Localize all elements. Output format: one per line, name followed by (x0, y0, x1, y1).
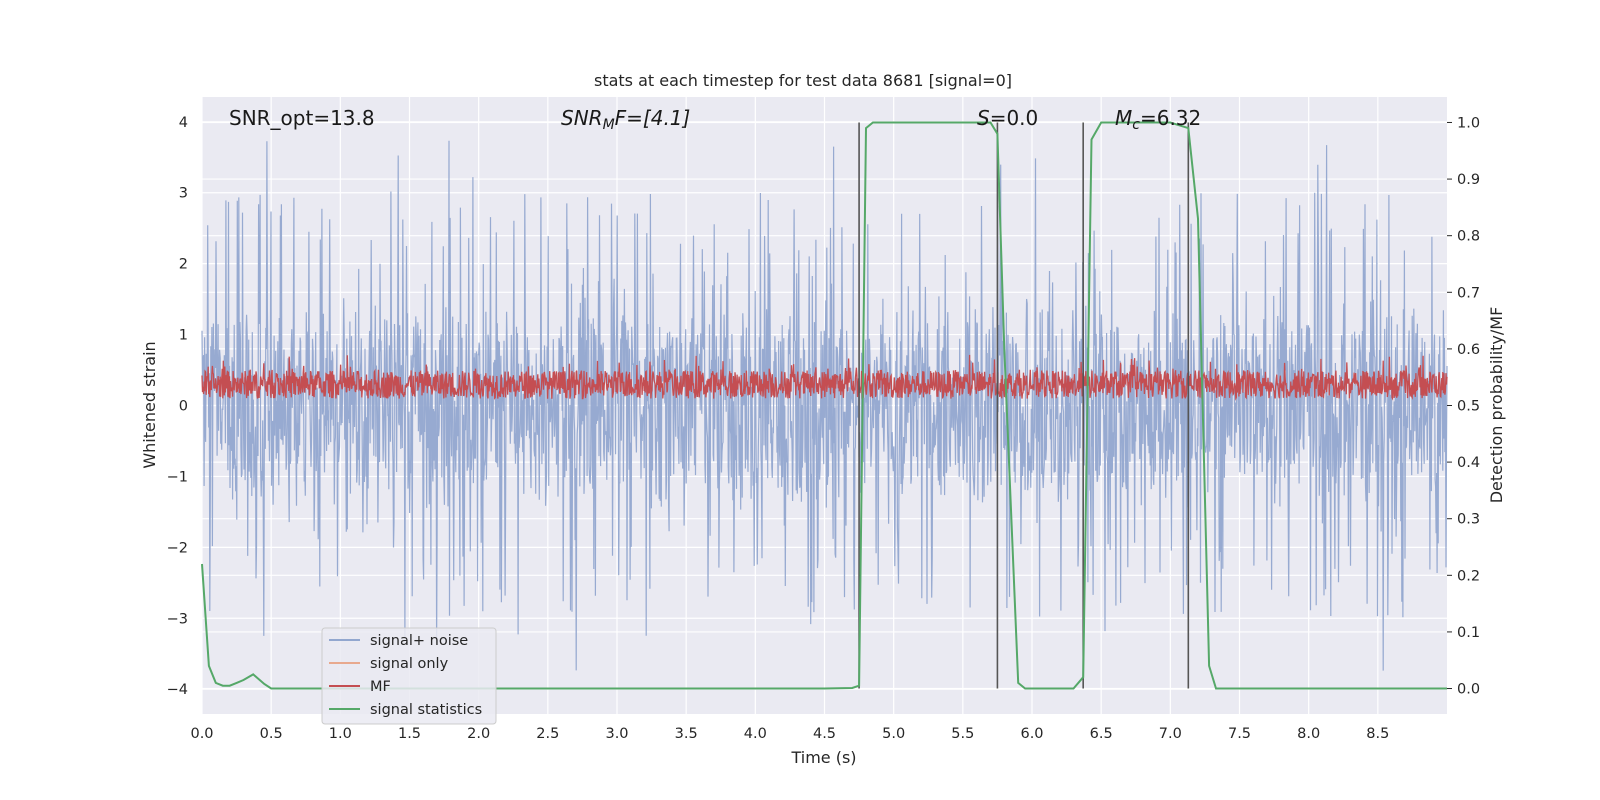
y-tick-label-left: 0 (179, 399, 188, 415)
x-tick-label: 4.5 (813, 726, 836, 742)
legend-label-signal-noise: signal+ noise (370, 633, 468, 649)
x-tick-label: 3.5 (675, 726, 698, 742)
x-tick-label: 6.5 (1090, 726, 1113, 742)
snr-mf-main: SNR (561, 106, 603, 130)
y-axis-label-right: Detection probability/MF (1487, 307, 1506, 504)
x-tick-label: 1.0 (329, 726, 352, 742)
x-tick-label: 0.0 (190, 726, 213, 742)
legend-box (321, 627, 497, 725)
y-axis-label-left: Whitened strain (140, 341, 159, 468)
x-tick-label: 5.0 (882, 726, 905, 742)
y-tick-label-left: 4 (179, 115, 188, 131)
series-mf (201, 354, 1448, 401)
y-tick-label-right: 0.3 (1457, 512, 1480, 528)
x-tick-label: 3.0 (605, 726, 628, 742)
annotation-s: S=0.0 (977, 106, 1038, 130)
x-tick-label: 6.0 (1020, 726, 1043, 742)
y-tick-label-right: 0.7 (1457, 285, 1480, 301)
x-axis-label: Time (s) (790, 748, 856, 767)
chart-title: stats at each timestep for test data 868… (594, 71, 1012, 90)
y-tick-label-left: −3 (167, 611, 188, 627)
snr-mf-rest: F=[4.1] (615, 106, 691, 130)
annotation-snr-mf: SNRMF=[4.1] (561, 106, 690, 133)
y-axis-right: 0.0 0.1 0.2 0.3 0.4 0.5 0.6 0.7 0.8 0.9 1.0 (1447, 115, 1480, 698)
y-tick-label-left: 1 (179, 328, 188, 344)
y-tick-label-right: 0.1 (1457, 625, 1480, 641)
y-tick-label-right: 0.6 (1457, 342, 1480, 358)
legend: signal+ noise signal only MF signal stat… (321, 627, 497, 725)
s-main: S (977, 106, 990, 130)
y-tick-label-left: 3 (179, 186, 188, 202)
s-rest: =0.0 (990, 106, 1039, 130)
x-tick-label: 7.5 (1228, 726, 1251, 742)
x-tick-label: 1.5 (398, 726, 421, 742)
y-tick-label-right: 0.9 (1457, 172, 1480, 188)
y-tick-label-right: 0.5 (1457, 399, 1480, 415)
y-tick-label-left: −1 (167, 469, 188, 485)
x-tick-label: 8.0 (1297, 726, 1320, 742)
legend-label-signal-only: signal only (370, 656, 449, 672)
x-tick-label: 2.5 (536, 726, 559, 742)
series-signal-statistics (201, 121, 1447, 690)
y-tick-label-left: −2 (167, 540, 188, 556)
y-tick-label-right: 0.2 (1457, 568, 1480, 584)
plot-series (201, 121, 1448, 690)
x-tick-label: 2.0 (467, 726, 490, 742)
y-tick-label-right: 0.8 (1457, 229, 1480, 245)
snr-mf-sub: M (603, 117, 615, 133)
y-tick-label-left: 2 (179, 257, 188, 273)
y-tick-label-right: 1.0 (1457, 115, 1480, 131)
y-tick-label-right: 0.4 (1457, 455, 1480, 471)
mc-sub: c (1132, 117, 1140, 133)
x-axis: 0.0 0.5 1.0 1.5 2.0 2.5 3.0 3.5 4.0 4.5 5.0 5.5 6.0 6… (190, 726, 1389, 742)
mc-rest: =6.32 (1140, 106, 1201, 130)
x-tick-label: 8.5 (1366, 726, 1389, 742)
x-tick-label: 0.5 (260, 726, 283, 742)
x-tick-label: 5.5 (951, 726, 974, 742)
y-tick-label-left: −4 (167, 682, 188, 698)
annotation-mc: Mc=6.32 (1115, 106, 1201, 133)
legend-label-signal-statistics: signal statistics (370, 702, 482, 718)
legend-label-mf: MF (370, 679, 391, 695)
x-tick-label: 4.0 (744, 726, 767, 742)
x-tick-label: 7.0 (1159, 726, 1182, 742)
y-tick-label-right: 0.0 (1457, 682, 1480, 698)
y-axis-left: −4 −3 −2 −1 0 1 2 3 4 (167, 115, 188, 698)
mc-main: M (1115, 106, 1132, 130)
annotation-snr-opt: SNR_opt=13.8 (229, 106, 375, 130)
